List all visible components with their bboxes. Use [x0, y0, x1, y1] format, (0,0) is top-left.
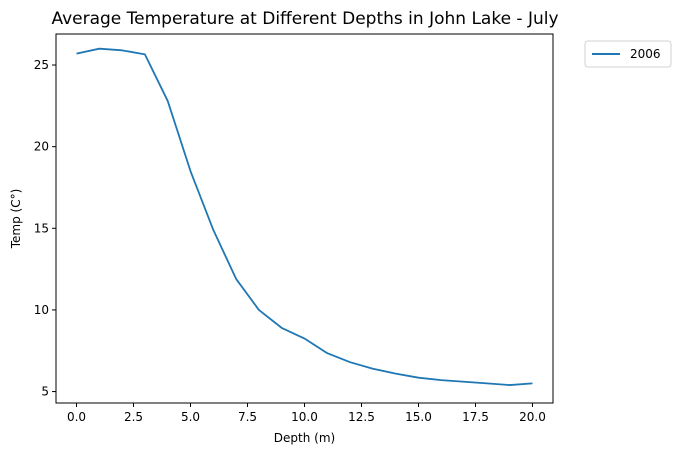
- x-tick-label: 15.0: [405, 410, 432, 424]
- y-tick-label: 10: [34, 303, 49, 317]
- y-tick-label: 25: [34, 58, 49, 72]
- x-tick-label: 12.5: [348, 410, 375, 424]
- x-axis-label: Depth (m): [274, 431, 335, 445]
- x-axis: 0.0 2.5 5.0 7.5 10.0 12.5 15.0 17.5 20.0: [67, 403, 546, 424]
- legend-frame: [584, 40, 672, 68]
- y-tick-label: 5: [41, 385, 49, 399]
- plot-area: [55, 33, 554, 404]
- y-tick-label: 15: [34, 221, 49, 235]
- x-tick-label: 7.5: [238, 410, 257, 424]
- x-tick-label: 5.0: [181, 410, 200, 424]
- x-tick-label: 20.0: [519, 410, 546, 424]
- x-tick-label: 0.0: [67, 410, 86, 424]
- x-tick-label: 2.5: [124, 410, 143, 424]
- series-layer: [76, 47, 533, 386]
- y-tick-label: 20: [34, 140, 49, 154]
- y-axis-label: Temp (C°): [9, 189, 23, 250]
- legend-label-2006: 2006: [630, 47, 661, 61]
- chart-title: Average Temperature at Different Depths …: [51, 9, 558, 29]
- legend: 2006: [584, 40, 672, 68]
- y-axis: 5 10 15 20 25: [34, 58, 56, 399]
- x-tick-label: 10.0: [291, 410, 318, 424]
- series-line-2006: [76, 47, 533, 386]
- x-tick-label: 17.5: [462, 410, 489, 424]
